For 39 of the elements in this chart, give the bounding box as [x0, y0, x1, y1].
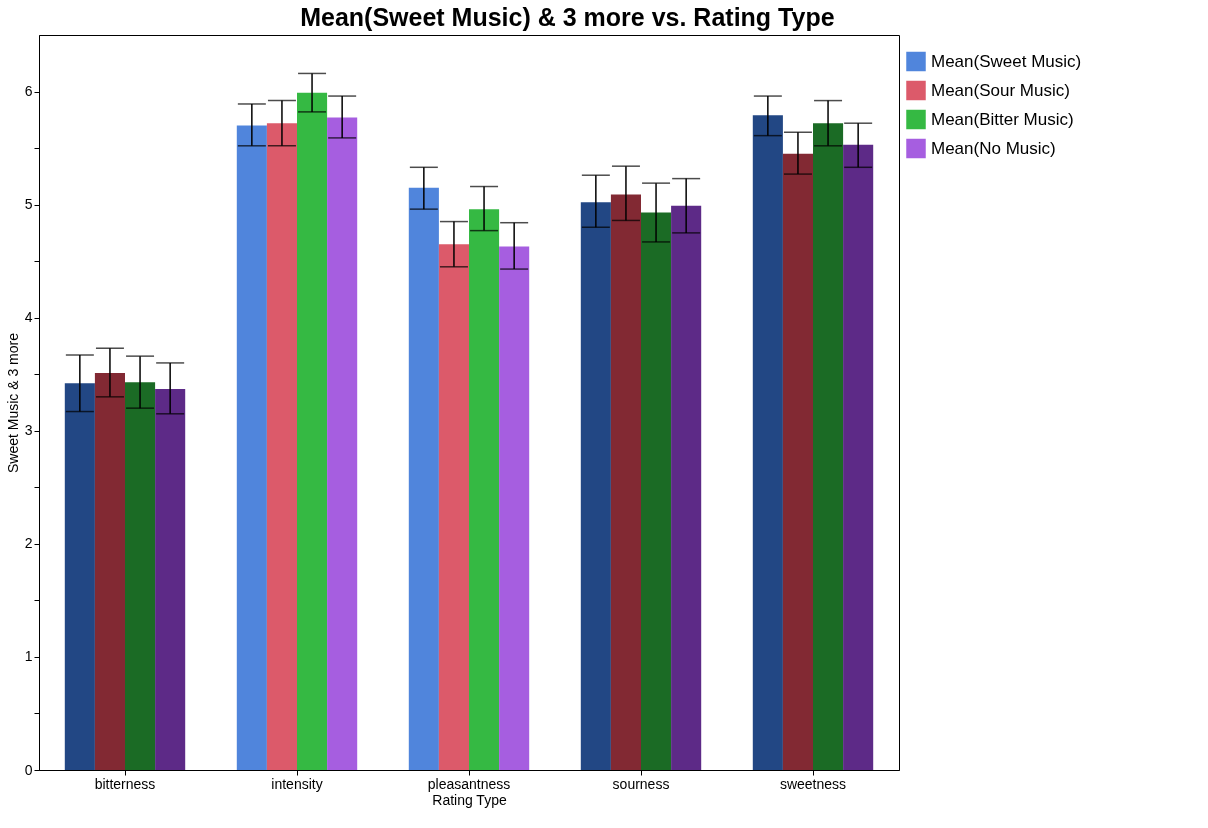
bar: [266, 123, 297, 770]
legend-label: Mean(Sour Music): [931, 80, 1070, 100]
bar: [155, 388, 186, 770]
bar: [580, 202, 611, 770]
y-tick-label: 6: [24, 83, 33, 100]
bar: [641, 212, 672, 770]
y-tick-label: 5: [24, 196, 33, 213]
bar: [469, 209, 500, 770]
x-tick-label: pleasantness: [427, 775, 511, 792]
y-axis-title: Sweet Music & 3 more: [4, 332, 21, 474]
bar: [843, 144, 874, 770]
y-tick-label: 4: [24, 309, 33, 326]
y-tick-label: 0: [24, 761, 33, 778]
bar: [671, 205, 702, 770]
x-tick-label: sweetness: [779, 775, 847, 792]
bar: [782, 153, 813, 770]
legend-label: Mean(Bitter Music): [931, 109, 1074, 129]
bar: [499, 246, 530, 770]
legend-label: Mean(Sweet Music): [931, 51, 1082, 71]
bar: [94, 373, 125, 770]
chart-title: Mean(Sweet Music) & 3 more vs. Rating Type: [300, 2, 835, 31]
bar: [813, 123, 844, 770]
bar: [438, 244, 469, 770]
x-tick-label: intensity: [271, 775, 323, 792]
bar: [610, 194, 641, 770]
bar: [752, 115, 783, 770]
bar: [408, 187, 439, 770]
bar: [125, 382, 156, 770]
x-tick-label: sourness: [612, 775, 670, 792]
legend-label: Mean(No Music): [931, 138, 1056, 158]
x-axis-title: Rating Type: [432, 791, 507, 808]
y-tick-label: 3: [24, 422, 33, 439]
bar: [297, 92, 328, 770]
y-tick-label: 2: [24, 535, 33, 552]
bar: [64, 383, 95, 770]
bar: [327, 117, 358, 770]
x-tick-label: bitterness: [94, 775, 156, 792]
bar: [236, 125, 267, 770]
y-tick-label: 1: [24, 648, 33, 665]
